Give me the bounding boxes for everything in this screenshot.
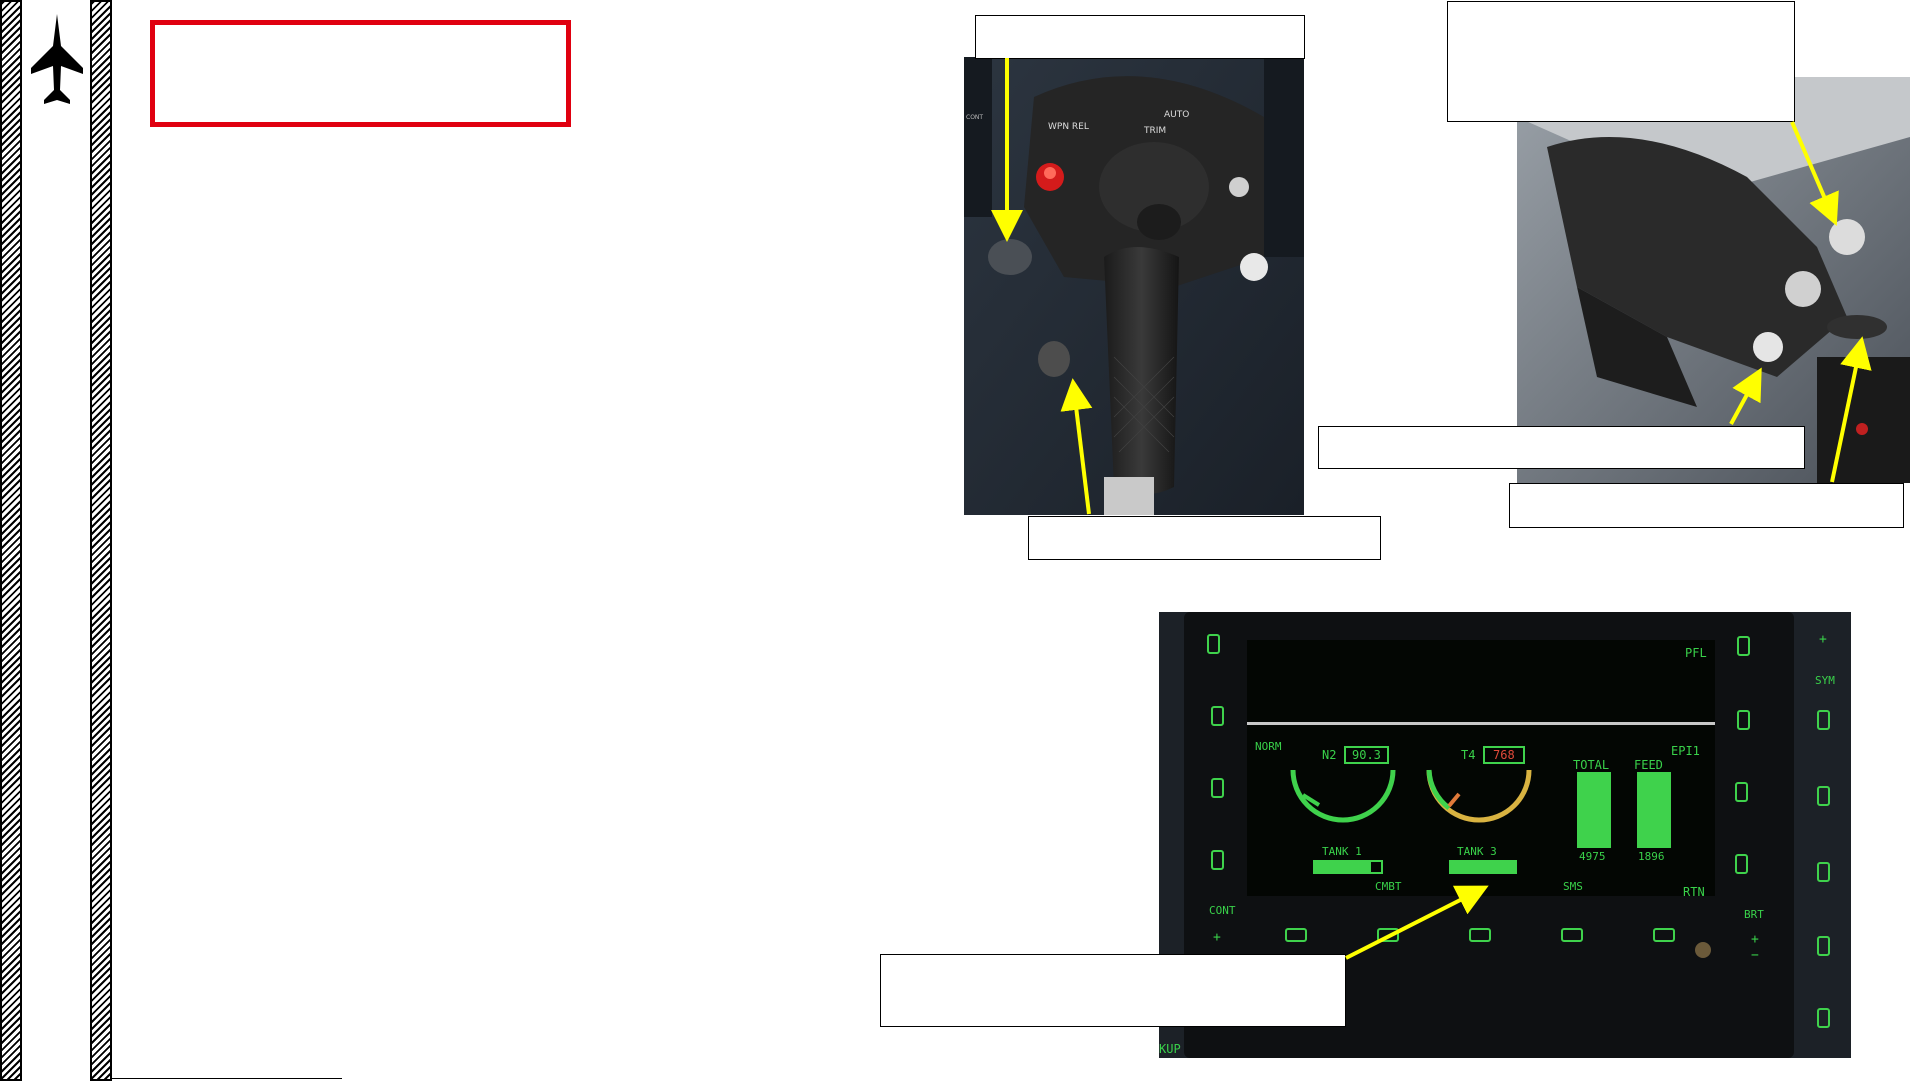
osb-label-cmbt: CMBT <box>1375 880 1402 893</box>
t4-gauge <box>1426 769 1532 823</box>
cont-label-mfd: CONT <box>1209 904 1236 917</box>
stick-photo: WPN REL TRIM AUTO CONT <box>964 57 1304 515</box>
osb-far-right-3[interactable] <box>1817 862 1830 882</box>
osb-bottom-3[interactable] <box>1469 928 1491 942</box>
total-label: TOTAL <box>1573 758 1610 772</box>
total-value: 4975 <box>1579 850 1606 863</box>
osb-right-4[interactable] <box>1735 854 1748 874</box>
osb-label-pfl: PFL <box>1685 646 1707 660</box>
feed-bar <box>1637 772 1671 848</box>
feed-label: FEED <box>1634 758 1663 772</box>
callout-stick-top <box>975 15 1305 59</box>
tank1-label: TANK 1 <box>1322 845 1362 858</box>
mfd-photo: NORM N2 90.3 T4 768 TOTAL 4975 FEED 1896… <box>1159 612 1851 1058</box>
tank3-label: TANK 3 <box>1457 845 1497 858</box>
cont-label: CONT <box>966 114 983 121</box>
screen-divider <box>1247 722 1715 725</box>
cont-plus-label: + <box>1213 930 1221 945</box>
osb-far-right-2[interactable] <box>1817 786 1830 806</box>
callout-throttle-bottom <box>1509 483 1904 528</box>
sym-label: SYM <box>1815 674 1835 687</box>
auto-label: AUTO <box>1164 110 1189 120</box>
callout-throttle-top <box>1447 1 1795 122</box>
mfd-screen: NORM N2 90.3 T4 768 TOTAL 4975 FEED 1896… <box>1247 640 1715 899</box>
callout-stick-bottom <box>1028 516 1381 560</box>
osb-left-2[interactable] <box>1211 706 1224 726</box>
tank1-bar <box>1313 860 1383 874</box>
sidebar-hatch-left <box>0 0 22 1081</box>
callout-throttle-mid <box>1318 426 1805 469</box>
arrow-stick-bottom <box>1060 378 1093 515</box>
bottom-rule <box>112 1078 342 1079</box>
osb-label-rtn: RTN <box>1683 885 1705 899</box>
sym-plus-label: + <box>1819 632 1827 647</box>
feed-value: 1896 <box>1638 850 1665 863</box>
osb-far-right-1[interactable] <box>1817 710 1830 730</box>
osb-right-1[interactable] <box>1737 636 1750 656</box>
jet-silhouette-icon <box>28 12 86 108</box>
osb-bottom-1[interactable] <box>1285 928 1307 942</box>
tank3-bar <box>1449 860 1517 874</box>
osb-left-4[interactable] <box>1211 850 1224 870</box>
title-box <box>150 20 571 127</box>
t4-label: T4 <box>1461 748 1476 762</box>
t4-value: 768 <box>1483 746 1525 764</box>
osb-label-sms: SMS <box>1563 880 1583 893</box>
osb-bottom-5[interactable] <box>1653 928 1675 942</box>
arrow-throttle-bottom <box>1830 336 1872 483</box>
arrow-throttle-top <box>1790 121 1839 227</box>
osb-label-epi1: EPI1 <box>1671 744 1700 758</box>
wpn-rel-label: WPN REL <box>1048 122 1089 132</box>
osb-bottom-2[interactable] <box>1377 928 1399 942</box>
osb-bottom-4[interactable] <box>1561 928 1583 942</box>
brt-label: BRT <box>1744 908 1764 921</box>
total-bar <box>1577 772 1611 848</box>
brt-minus-label: − <box>1751 948 1759 963</box>
sidebar-hatch-right <box>90 0 112 1081</box>
callout-mfd-left <box>880 954 1346 1027</box>
kup-label: KUP <box>1159 1042 1181 1056</box>
brt-plus-label: + <box>1751 932 1759 947</box>
osb-left-1[interactable] <box>1207 634 1220 654</box>
trim-label: TRIM <box>1143 126 1166 136</box>
arrow-mfd <box>1345 885 1489 960</box>
osb-right-3[interactable] <box>1735 782 1748 802</box>
n2-gauge <box>1290 769 1396 823</box>
osb-far-right-4[interactable] <box>1817 936 1830 956</box>
osb-left-3[interactable] <box>1211 778 1224 798</box>
arrow-throttle-mid <box>1729 367 1762 425</box>
osb-far-right-5[interactable] <box>1817 1008 1830 1028</box>
norm-label: NORM <box>1255 740 1282 753</box>
n2-label: N2 <box>1322 748 1337 762</box>
mfd-knob[interactable] <box>1695 942 1711 958</box>
osb-right-2[interactable] <box>1737 710 1750 730</box>
n2-value: 90.3 <box>1344 746 1389 764</box>
